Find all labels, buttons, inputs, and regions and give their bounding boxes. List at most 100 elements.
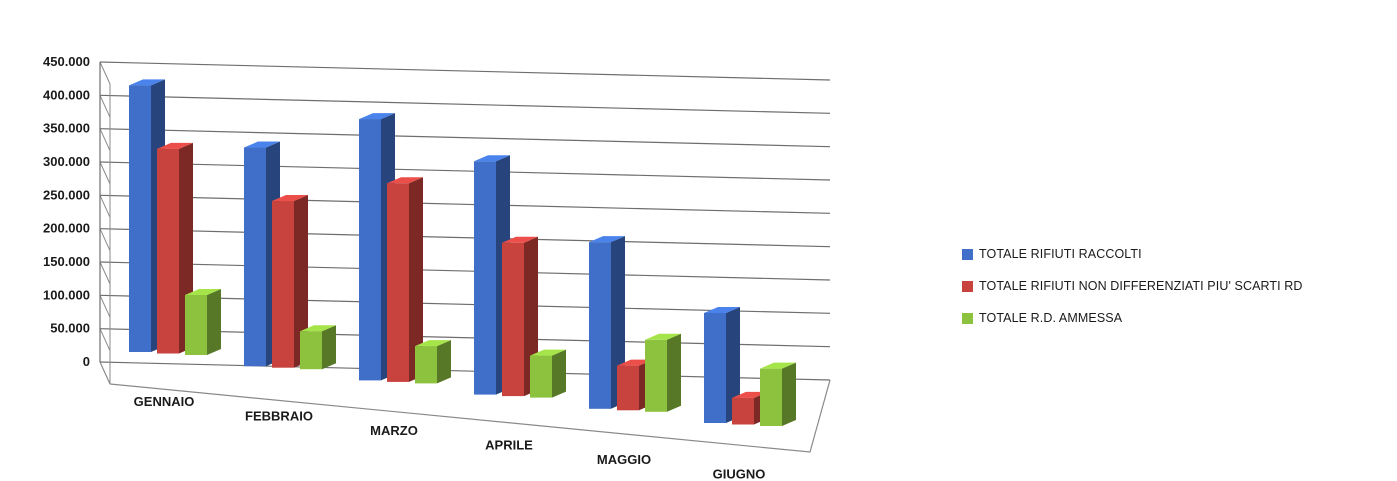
side-gridline <box>99 295 111 318</box>
gridline <box>99 94 831 114</box>
y-tick-label: 0 <box>83 354 90 369</box>
bar-top <box>185 289 221 295</box>
y-tick-label: 250.000 <box>43 187 90 202</box>
bar-front <box>129 85 151 352</box>
bar-side <box>409 177 423 382</box>
bar-rd-ammessa-giugno <box>760 362 796 426</box>
legend-swatch-non-differenziati <box>962 280 973 292</box>
gridline <box>99 228 831 248</box>
x-tick-label-giugno: GIUGNO <box>713 467 766 481</box>
axes <box>99 62 831 453</box>
legend-swatch-raccolti <box>962 248 973 260</box>
legend: TOTALE RIFIUTI RACCOLTI TOTALE RIFIUTI N… <box>962 244 1303 340</box>
side-gridline <box>99 128 111 151</box>
bar-front <box>244 147 266 367</box>
x-tick-label-maggio: MAGGIO <box>597 452 651 467</box>
y-tick-label: 100.000 <box>43 287 90 302</box>
legend-item-rd-ammessa: TOTALE R.D. AMMESSA <box>962 308 1303 328</box>
legend-label-non-differenziati: TOTALE RIFIUTI NON DIFFERENZIATI PIU' SC… <box>979 279 1303 293</box>
bar-side <box>322 325 336 370</box>
bar-front <box>530 355 552 398</box>
bar-top <box>645 333 681 340</box>
bar-side <box>207 289 221 355</box>
bar-top <box>530 349 566 356</box>
side-gridline <box>99 195 111 218</box>
bar-top <box>502 236 538 243</box>
legend-label-rd-ammessa: TOTALE R.D. AMMESSA <box>979 311 1123 325</box>
bar-top <box>474 155 510 162</box>
bar-non-differenziati-marzo <box>387 177 423 382</box>
y-tick-label: 50.000 <box>50 321 90 336</box>
y-tick-label: 300.000 <box>43 154 90 169</box>
gridline <box>99 61 831 81</box>
bar-top <box>244 141 280 148</box>
legend-swatch-rd-ammessa <box>962 312 973 324</box>
floor-edge <box>109 379 831 453</box>
bar-front <box>272 201 294 368</box>
side-gridline <box>99 95 111 118</box>
bar-top <box>157 142 193 149</box>
bars <box>129 79 796 426</box>
gridline <box>99 194 831 214</box>
bar-front <box>589 242 611 409</box>
gridline <box>99 128 831 148</box>
x-tick-label-marzo: MARZO <box>370 423 418 438</box>
bar-top <box>300 325 336 332</box>
bar-rd-ammessa-maggio <box>645 333 681 412</box>
x-tick-label-febbraio: FEBBRAIO <box>245 409 313 424</box>
y-tick-label: 450.000 <box>43 54 90 69</box>
side-gridline <box>99 261 111 285</box>
bar-top <box>589 236 625 243</box>
bar-front <box>704 313 726 423</box>
bar-front <box>359 119 381 381</box>
bar-top <box>704 307 740 313</box>
side-gridline <box>99 161 111 185</box>
side-gridline <box>99 61 111 85</box>
bar-top <box>617 359 653 366</box>
bar-side <box>552 349 566 398</box>
bar-side <box>437 340 451 384</box>
bar-top <box>760 362 796 369</box>
side-gridline <box>99 328 111 351</box>
bar-top <box>129 79 165 86</box>
bar-rd-ammessa-aprile <box>530 349 566 398</box>
x-tick-label-gennaio: GENNAIO <box>134 394 195 409</box>
floor-left-edge <box>99 361 111 385</box>
bar-front <box>760 368 782 426</box>
bar-front <box>645 339 667 412</box>
bar-side <box>726 307 740 423</box>
bar-top <box>272 195 308 202</box>
bar-non-differenziati-febbraio <box>272 195 308 368</box>
gridline <box>99 161 831 181</box>
bar-rd-ammessa-febbraio <box>300 325 336 370</box>
x-axis-tick-labels: GENNAIO FEBBRAIO MARZO APRILE MAGGIO GIUGNO <box>134 394 766 481</box>
legend-item-raccolti: TOTALE RIFIUTI RACCOLTI <box>962 244 1303 264</box>
bar-front <box>415 346 437 384</box>
bar-side <box>294 195 308 368</box>
bar-rd-ammessa-marzo <box>415 340 451 384</box>
bar-front <box>157 148 179 354</box>
bar-front <box>617 365 639 411</box>
bar-front <box>732 397 754 425</box>
bar-top <box>732 391 768 398</box>
bar-raccolti-maggio <box>589 236 625 409</box>
gridlines <box>99 61 831 385</box>
bar-side <box>667 333 681 412</box>
bar-rd-ammessa-gennaio <box>185 289 221 355</box>
bar-front <box>387 183 409 382</box>
bar-raccolti-giugno <box>704 307 740 423</box>
y-tick-label: 150.000 <box>43 254 90 269</box>
y-tick-label: 200.000 <box>43 221 90 236</box>
bar-top <box>387 177 423 184</box>
bar-front <box>502 242 524 397</box>
y-tick-label: 400.000 <box>43 87 90 102</box>
bar-front <box>474 161 496 395</box>
bar-front <box>185 295 207 355</box>
bar-top <box>415 340 451 347</box>
bar-top <box>359 113 395 120</box>
gridline <box>99 294 831 314</box>
bar-side <box>782 362 796 426</box>
bar-front <box>300 331 322 370</box>
y-axis-tick-labels: 0 50.000 100.000 150.000 200.000 250.000 300.0… <box>43 54 90 369</box>
